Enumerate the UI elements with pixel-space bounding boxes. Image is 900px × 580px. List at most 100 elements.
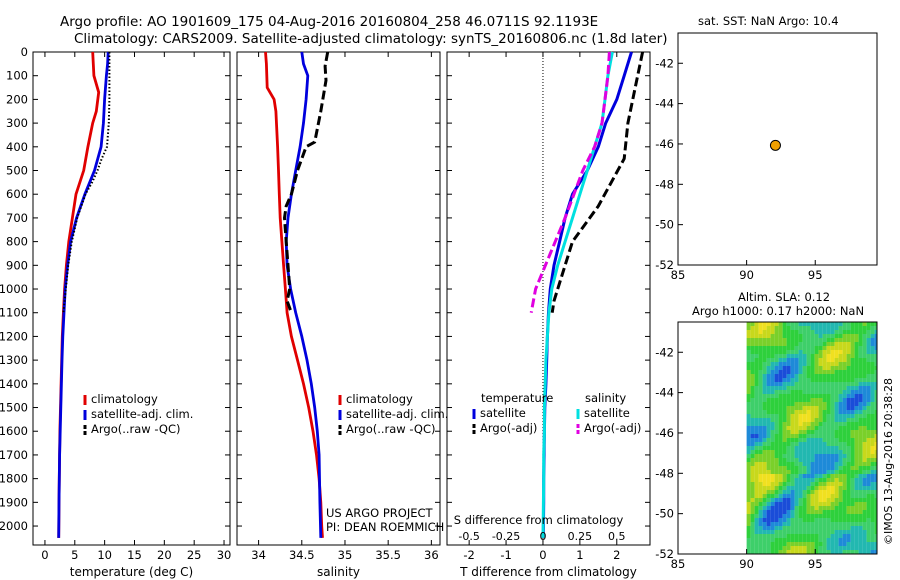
sla-heatmap-cell	[830, 434, 835, 438]
sla-heatmap-cell	[790, 530, 795, 534]
sla-heatmap-cell	[798, 470, 803, 474]
sla-heatmap-cell	[750, 366, 755, 370]
sla-heatmap-cell	[846, 394, 851, 398]
depth-tick-label: 1800	[0, 472, 28, 486]
sla-heatmap-cell	[814, 474, 819, 478]
sla-heatmap-cell	[758, 446, 763, 450]
sla-heatmap-cell	[866, 434, 871, 438]
depth-tick-label: 100	[6, 69, 28, 83]
sla-heatmap-cell	[874, 446, 877, 450]
sla-heatmap-cell	[762, 394, 767, 398]
sla-heatmap-cell	[766, 526, 771, 530]
sla-heatmap-cell	[750, 418, 755, 422]
sla-heatmap-cell	[838, 330, 843, 334]
sla-heatmap-cell	[794, 350, 799, 354]
sla-heatmap-cell	[822, 458, 827, 462]
sla-heatmap-cell	[782, 322, 787, 326]
sla-heatmap-cell	[822, 498, 827, 502]
sla-heatmap-cell	[834, 518, 839, 522]
sla-heatmap-cell	[818, 490, 823, 494]
sla-heatmap-cell	[746, 498, 751, 502]
sla-heatmap-cell	[838, 426, 843, 430]
sla-heatmap-cell	[798, 358, 803, 362]
sla-heatmap-cell	[850, 438, 855, 442]
sla-heatmap-cell	[858, 482, 863, 486]
sla-heatmap-cell	[814, 454, 819, 458]
sla-heatmap-cell	[786, 322, 791, 326]
sla-heatmap-cell	[766, 410, 771, 414]
sla-heatmap-cell	[846, 342, 851, 346]
sla-heatmap-cell	[766, 418, 771, 422]
sla-heatmap-cell	[830, 390, 835, 394]
sla-heatmap-cell	[850, 494, 855, 498]
sla-heatmap-cell	[846, 438, 851, 442]
sla-heatmap-cell	[850, 370, 855, 374]
sla-heatmap-cell	[766, 534, 771, 538]
sla-heatmap-cell	[750, 506, 755, 510]
sla-heatmap-cell	[790, 430, 795, 434]
sla-heatmap-cell	[782, 502, 787, 506]
sla-heatmap-cell	[770, 334, 775, 338]
sla-heatmap-cell	[830, 422, 835, 426]
sla-heatmap-cell	[770, 482, 775, 486]
sla-heatmap-cell	[846, 426, 851, 430]
sla-heatmap-cell	[846, 470, 851, 474]
sla-heatmap-cell	[746, 494, 751, 498]
sla-heatmap-cell	[818, 530, 823, 534]
sla-heatmap-cell	[822, 338, 827, 342]
sla-heatmap-cell	[822, 362, 827, 366]
sla-heatmap-cell	[778, 422, 783, 426]
sla-heatmap-cell	[818, 338, 823, 342]
sla-heatmap-cell	[810, 358, 815, 362]
sla-heatmap-cell	[746, 398, 751, 402]
sla-heatmap-cell	[790, 342, 795, 346]
sla-heatmap-cell	[802, 498, 807, 502]
sla-heatmap-cell	[850, 498, 855, 502]
sla-heatmap-cell	[754, 538, 759, 542]
argo-location-marker	[769, 139, 781, 151]
sla-heatmap-cell	[798, 450, 803, 454]
sla-heatmap-cell	[762, 326, 767, 330]
sla-heatmap-cell	[790, 366, 795, 370]
legend-label: Argo(..raw -QC)	[91, 422, 181, 436]
sla-heatmap-cell	[838, 450, 843, 454]
sla-heatmap-cell	[750, 390, 755, 394]
sla-heatmap-cell	[790, 518, 795, 522]
sla-heatmap-cell	[770, 362, 775, 366]
sla-heatmap-cell	[806, 422, 811, 426]
sla-heatmap-cell	[782, 426, 787, 430]
sla-heatmap-cell	[790, 514, 795, 518]
sla-heatmap-cell	[834, 322, 839, 326]
sla-heatmap-cell	[834, 466, 839, 470]
sla-heatmap-cell	[798, 498, 803, 502]
sla-heatmap-cell	[818, 442, 823, 446]
sla-heatmap-cell	[846, 486, 851, 490]
sla-heatmap-cell	[802, 426, 807, 430]
latitude-tick-label: -48	[655, 177, 674, 191]
sla-heatmap-cell	[858, 542, 863, 546]
sla-heatmap-cell	[842, 466, 847, 470]
sla-heatmap-cell	[758, 358, 763, 362]
sla-heatmap-cell	[758, 390, 763, 394]
sla-heatmap-cell	[786, 398, 791, 402]
sla-heatmap-cell	[790, 402, 795, 406]
sla-heatmap-cell	[814, 502, 819, 506]
sla-heatmap-cell	[830, 350, 835, 354]
sla-heatmap-cell	[830, 382, 835, 386]
sla-heatmap-cell	[858, 522, 863, 526]
sla-heatmap-cell	[774, 470, 779, 474]
sla-heatmap-cell	[854, 434, 859, 438]
sla-heatmap-cell	[782, 346, 787, 350]
sla-heatmap-cell	[874, 530, 877, 534]
sla-heatmap-cell	[862, 434, 867, 438]
sla-heatmap-cell	[774, 406, 779, 410]
sla-heatmap-cell	[854, 358, 859, 362]
sla-heatmap-cell	[770, 442, 775, 446]
sla-heatmap-cell	[758, 502, 763, 506]
sla-heatmap-cell	[822, 414, 827, 418]
sla-heatmap-cell	[766, 486, 771, 490]
sla-heatmap-cell	[762, 494, 767, 498]
sla-heatmap-cell	[826, 478, 831, 482]
sla-heatmap-cell	[766, 514, 771, 518]
sla-heatmap-cell	[874, 502, 877, 506]
